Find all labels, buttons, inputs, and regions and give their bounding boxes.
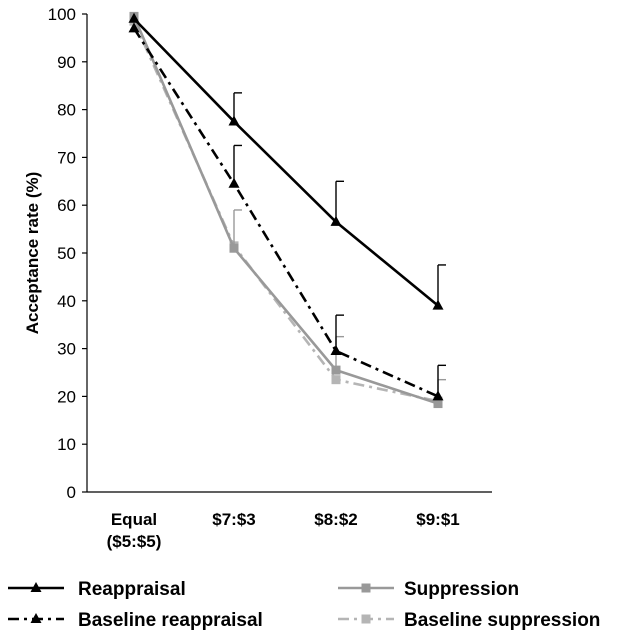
legend-item: Suppression <box>338 579 519 600</box>
x-tick-label: Equal ($5:$5) <box>107 510 162 551</box>
data-point <box>330 215 342 226</box>
x-tick-label-line: $7:$3 <box>212 510 255 529</box>
x-tick-label: $8:$2 <box>314 510 357 529</box>
data-point <box>432 390 444 401</box>
series-baseline-suppression <box>129 16 443 406</box>
legend: Reappraisal Baseline reappraisal Suppressi… <box>8 579 600 631</box>
y-tick-label: 30 <box>57 340 76 359</box>
data-point <box>229 243 239 253</box>
data-point <box>228 177 240 188</box>
series-line <box>133 17 439 307</box>
data-point <box>432 299 444 310</box>
series-line <box>132 20 439 403</box>
legend-label: Baseline suppression <box>404 610 600 631</box>
y-tick-labels: 0 10 20 30 40 50 60 70 80 90 100 <box>48 5 76 502</box>
x-tick-label: $7:$3 <box>212 510 255 529</box>
data-point <box>128 12 140 23</box>
y-tick-label: 50 <box>57 244 76 263</box>
data-point <box>330 344 342 355</box>
x-tick-label-line: Equal <box>111 510 157 529</box>
series-suppression <box>129 11 446 409</box>
legend-item: Reappraisal <box>8 579 186 600</box>
y-tick-label: 40 <box>57 292 76 311</box>
y-tick-label: 70 <box>57 148 76 167</box>
series-baseline-reappraisal <box>128 22 446 401</box>
y-tick-label: 100 <box>48 5 76 24</box>
x-tick-label-line: $9:$1 <box>416 510 459 529</box>
y-axis-title: Acceptance rate (%) <box>23 172 42 335</box>
y-tick-label: 60 <box>57 196 76 215</box>
x-tick-label: $9:$1 <box>416 510 459 529</box>
legend-label: Reappraisal <box>78 579 186 600</box>
series-line <box>132 27 439 398</box>
y-tick-label: 20 <box>57 387 76 406</box>
legend-item: Baseline suppression <box>338 610 600 631</box>
data-point <box>331 365 341 375</box>
data-point <box>331 375 341 385</box>
legend-swatch-marker <box>30 582 42 592</box>
series-layer <box>128 11 446 409</box>
y-tick-label: 80 <box>57 101 76 120</box>
legend-swatch-marker <box>361 583 371 593</box>
series-reappraisal <box>128 12 446 310</box>
legend-item: Baseline reappraisal <box>8 610 263 631</box>
series-line <box>132 15 439 405</box>
x-tick-label-line: $8:$2 <box>314 510 357 529</box>
y-tick-label: 10 <box>57 435 76 454</box>
x-tick-label-line: ($5:$5) <box>107 532 162 551</box>
data-point <box>228 115 240 126</box>
y-tick-label: 90 <box>57 53 76 72</box>
axes <box>82 13 492 493</box>
legend-swatch-marker <box>30 613 42 623</box>
legend-label: Suppression <box>404 579 519 600</box>
data-point <box>433 399 443 409</box>
legend-swatch-marker <box>361 614 371 624</box>
legend-label: Baseline reappraisal <box>78 610 263 631</box>
x-tick-labels: Equal ($5:$5) $7:$3 $8:$2 $9:$1 <box>107 510 460 551</box>
data-point <box>128 22 140 33</box>
y-tick-label: 0 <box>67 483 76 502</box>
